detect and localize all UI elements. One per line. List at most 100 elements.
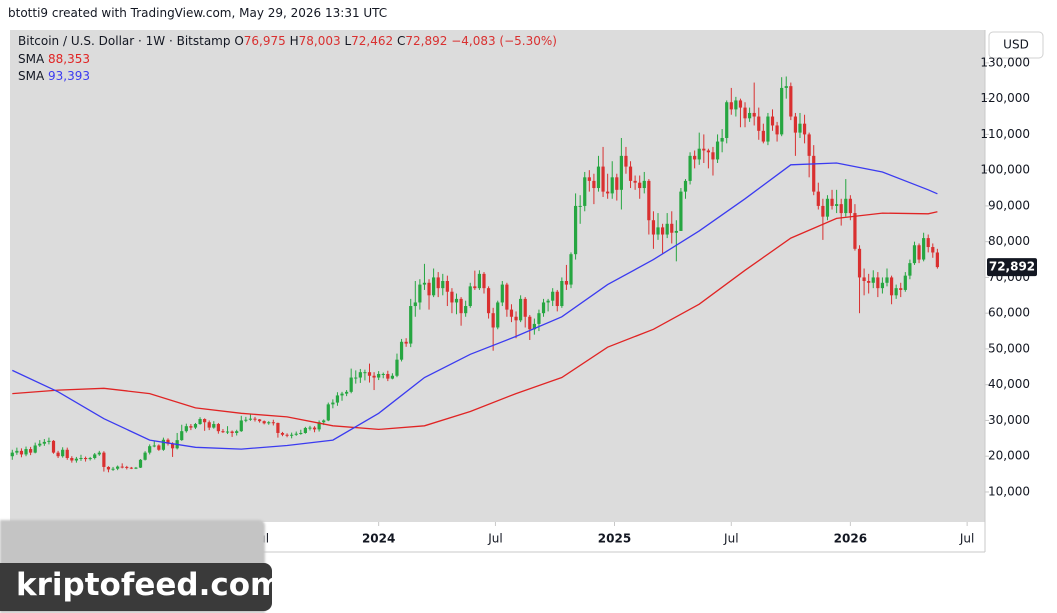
candle-body (285, 434, 289, 436)
candle-body (47, 440, 51, 442)
candle-body (793, 116, 798, 133)
candle-body (418, 284, 422, 303)
candle-body (29, 449, 33, 453)
legend-line: Bitcoin / U.S. Dollar · 1W · Bitstamp O7… (18, 34, 557, 48)
plot (10, 76, 939, 473)
candle-body (876, 277, 880, 289)
candle-body (917, 245, 921, 260)
candle-body (390, 375, 395, 379)
candle-body (683, 180, 688, 192)
candle-body (19, 450, 24, 455)
candle-body (885, 277, 889, 283)
currency-label[interactable]: USD (1003, 38, 1029, 52)
candle-body (15, 450, 19, 453)
candle-body (454, 298, 459, 303)
candle-body (592, 180, 596, 189)
candle-body (743, 107, 747, 119)
x-tick-label: Jul (723, 532, 738, 546)
candle-body (93, 454, 97, 458)
candle-body (573, 205, 578, 255)
candle-body (656, 227, 660, 235)
candle-body (830, 198, 834, 206)
candle-body (912, 245, 917, 264)
candle-body (775, 125, 779, 135)
candle-body (853, 213, 857, 249)
candle-body (189, 426, 193, 428)
candle-body (244, 419, 248, 421)
candle-body (399, 341, 404, 360)
candle-body (459, 298, 463, 314)
candle-body (340, 393, 344, 396)
candle-body (523, 298, 527, 317)
candle-body (770, 116, 775, 126)
candle-body (725, 102, 729, 138)
candle-body (138, 459, 143, 468)
y-tick-label: 40,000 (988, 377, 1030, 391)
candle-body (70, 457, 74, 461)
sma-name: SMA (18, 52, 45, 66)
candle-body (468, 286, 472, 307)
candle-body (871, 277, 875, 283)
candle-body (235, 431, 239, 433)
candle-body (24, 449, 28, 455)
candle-body (276, 422, 280, 433)
candle-body (670, 223, 674, 233)
candle-body (106, 466, 111, 470)
candle-body (624, 155, 628, 167)
y-tick-label: 60,000 (988, 306, 1030, 320)
candle-body (367, 372, 372, 376)
change: −4,083 (−5.30%) (451, 34, 557, 48)
candle-body (363, 372, 367, 374)
candle-body (386, 373, 390, 379)
candle-body (679, 191, 683, 231)
x-tick-label: 2025 (598, 532, 631, 546)
quote-value: 72,892 (405, 34, 448, 48)
candle-body (509, 309, 514, 317)
candle-body (253, 418, 257, 420)
candle-body (230, 431, 234, 433)
candle-body (152, 445, 156, 447)
candle-body (271, 422, 275, 424)
currency-button[interactable] (988, 31, 1044, 59)
candle-body (606, 191, 610, 194)
candle-body (532, 323, 536, 330)
candle-body (198, 419, 202, 425)
candle-body (926, 238, 930, 248)
sma-legend-item: SMA 93,393 (18, 68, 90, 85)
candle-body (83, 457, 88, 460)
candle-body (537, 313, 541, 324)
sma-legend-item: SMA 88,353 (18, 51, 90, 68)
candle-body (129, 467, 133, 469)
candle-body (693, 155, 697, 160)
candle-body (715, 141, 720, 160)
candle-body (395, 359, 399, 376)
candle-body (697, 148, 701, 160)
candle-body (404, 341, 408, 344)
candle-body (294, 433, 298, 435)
y-tick-label: 10,000 (988, 484, 1030, 498)
candle-body (143, 452, 147, 460)
candle-body (409, 306, 413, 344)
candle-body (111, 468, 115, 470)
candle-body (88, 457, 92, 460)
candle-body (780, 87, 784, 135)
candle-body (33, 445, 37, 453)
candle-body (262, 421, 266, 424)
candle-body (248, 418, 253, 420)
watermark-box (0, 563, 272, 611)
candle-body (601, 166, 605, 192)
candle-body (619, 155, 623, 190)
candle-body (839, 204, 843, 214)
candle-body (752, 112, 756, 117)
candle-body (184, 426, 188, 432)
candle-body (427, 282, 431, 296)
candle-body (633, 180, 637, 183)
candle-body (702, 148, 706, 151)
candle-body (720, 137, 724, 142)
y-tick-label: 120,000 (980, 91, 1030, 105)
candle-body (280, 432, 285, 435)
candle-body (312, 427, 317, 430)
candle-body (514, 316, 518, 321)
candle-body (166, 439, 170, 444)
candle-body (757, 116, 761, 131)
